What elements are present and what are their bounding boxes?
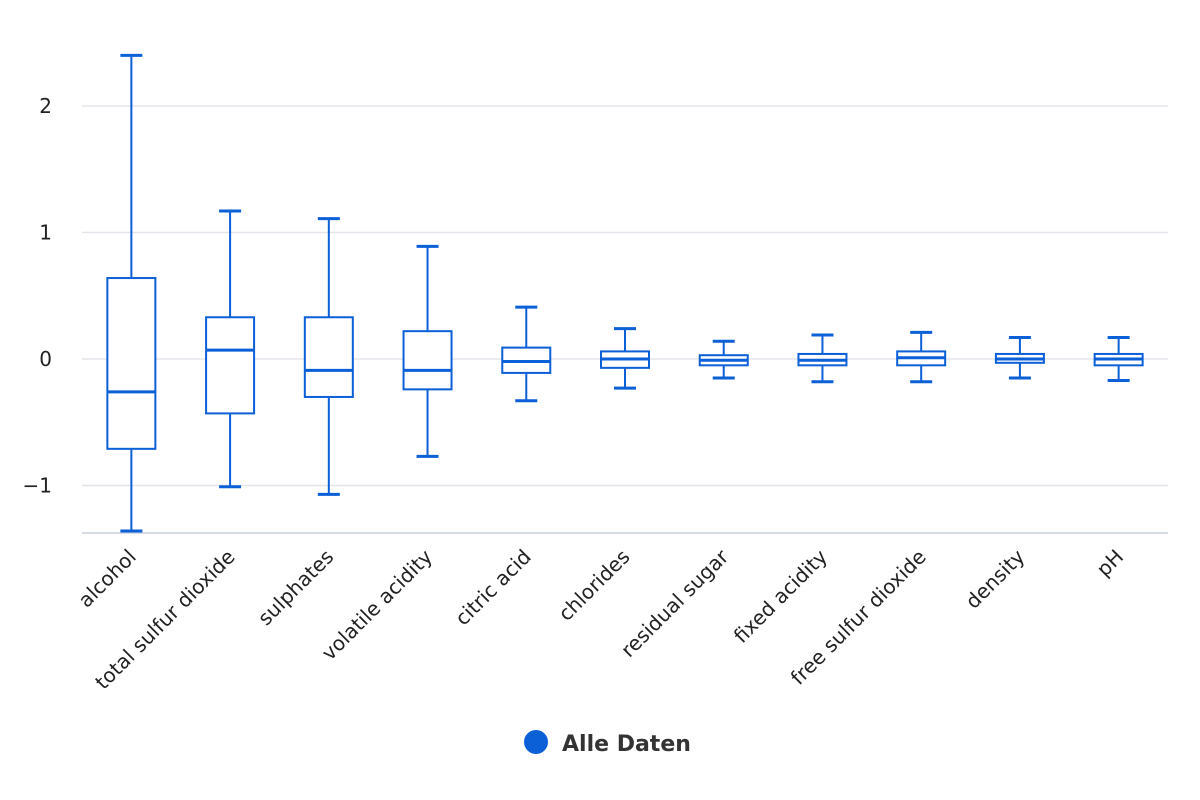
x-tick-label: fixed acidity bbox=[729, 544, 832, 647]
y-tick-label: −1 bbox=[23, 474, 52, 498]
box-pH[interactable] bbox=[1093, 335, 1144, 383]
iqr-box bbox=[303, 316, 354, 398]
grid-lines bbox=[82, 105, 1168, 487]
x-tick-label: sulphates bbox=[253, 545, 338, 630]
x-tick-label: pH bbox=[1092, 545, 1129, 582]
x-tick-label: citric acid bbox=[450, 545, 536, 631]
box-total-sulfur-dioxide[interactable] bbox=[205, 209, 256, 489]
box-residual-sugar[interactable] bbox=[698, 339, 749, 380]
x-tick-label: density bbox=[961, 544, 1030, 613]
box-density[interactable] bbox=[994, 335, 1045, 380]
y-tick-label: 1 bbox=[39, 221, 52, 245]
box-sulphates[interactable] bbox=[303, 217, 354, 496]
box-volatile-acidity[interactable] bbox=[402, 244, 453, 458]
box-free-sulfur-dioxide[interactable] bbox=[896, 330, 947, 384]
x-tick-label: alcohol bbox=[73, 545, 141, 613]
iqr-box bbox=[106, 277, 157, 450]
box-alcohol[interactable] bbox=[106, 53, 157, 533]
box-citric-acid[interactable] bbox=[501, 305, 552, 403]
box-fixed-acidity[interactable] bbox=[797, 333, 848, 384]
legend-label[interactable]: Alle Daten bbox=[562, 732, 691, 757]
y-axis: −1 0 1 2 bbox=[23, 94, 52, 498]
iqr-box bbox=[205, 316, 256, 415]
x-tick-label: chlorides bbox=[553, 545, 634, 626]
iqr-box bbox=[402, 330, 453, 391]
box-chlorides[interactable] bbox=[600, 327, 650, 390]
legend-marker[interactable] bbox=[524, 730, 548, 754]
legend[interactable]: Alle Daten bbox=[524, 730, 691, 757]
y-tick-label: 2 bbox=[39, 94, 52, 118]
box-series bbox=[106, 53, 1144, 533]
y-tick-label: 0 bbox=[39, 347, 52, 371]
